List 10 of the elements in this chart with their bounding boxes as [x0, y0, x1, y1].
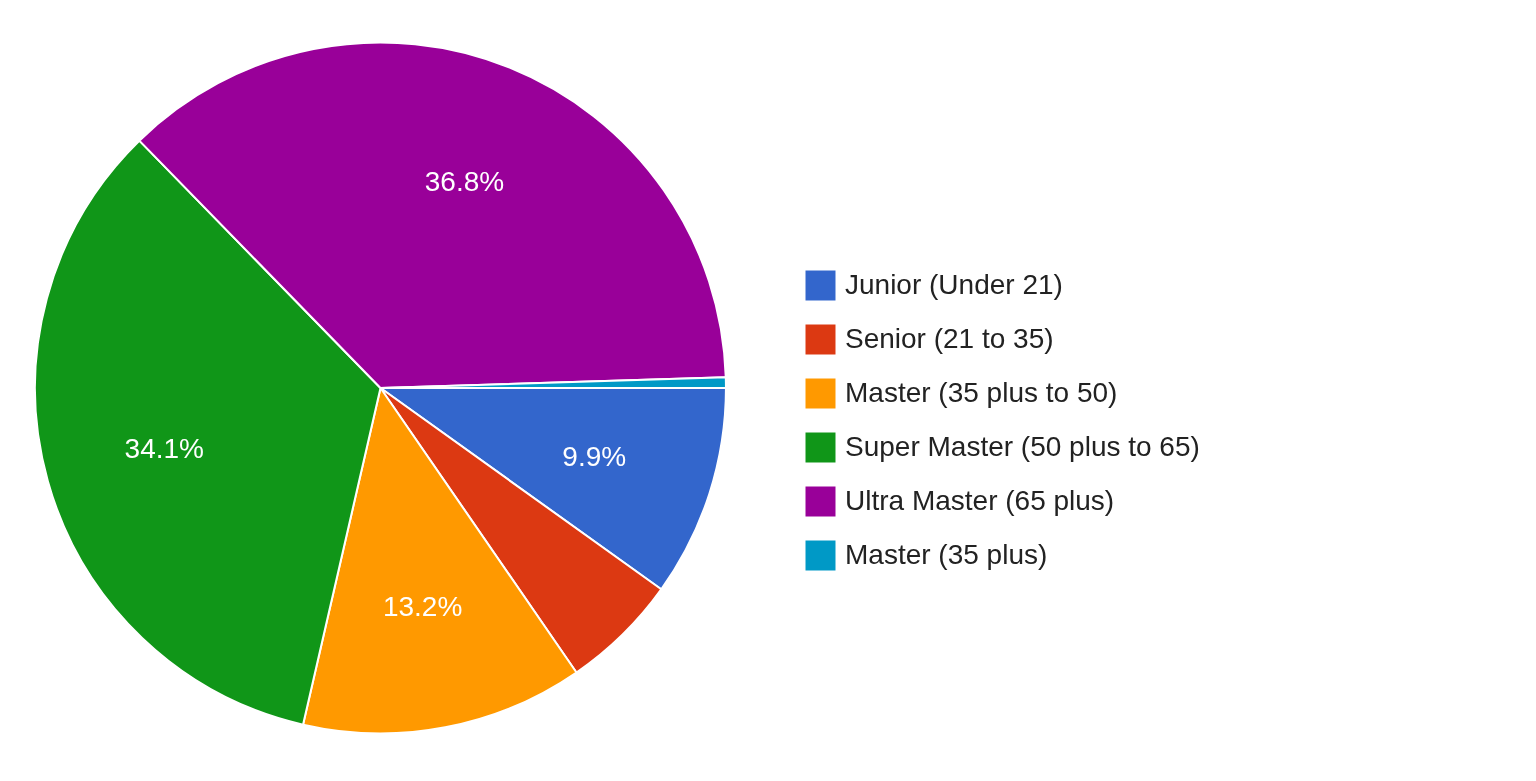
legend-label: Master (35 plus) — [845, 539, 1048, 571]
legend-label: Senior (21 to 35) — [845, 323, 1054, 355]
legend-label: Super Master (50 plus to 65) — [845, 431, 1200, 463]
data-label: 9.9% — [562, 440, 627, 472]
data-label: 13.2% — [382, 591, 463, 623]
data-label: 36.8% — [424, 165, 505, 197]
data-label: 34.1% — [124, 432, 204, 464]
legend-label: Master (35 plus to 50) — [845, 377, 1118, 409]
legend-label: Junior (Under 21) — [845, 269, 1063, 301]
legend-label: Ultra Master (65 plus) — [845, 485, 1115, 517]
